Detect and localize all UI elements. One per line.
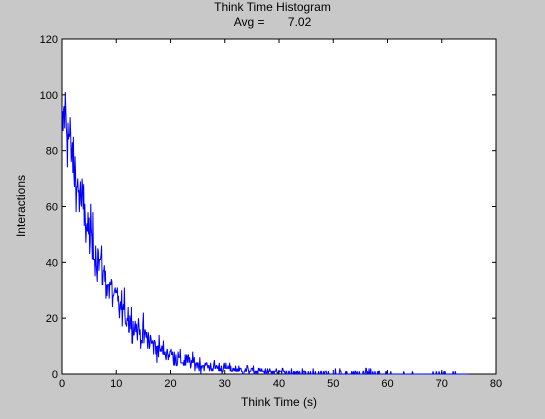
x-tick-label: 40 (273, 378, 285, 390)
avg-value: 7.02 (287, 15, 312, 29)
chart-subtitle: Avg = 7.02 (0, 15, 545, 30)
plot-area (61, 38, 497, 375)
x-tick-label: 50 (327, 378, 339, 390)
x-tick-label: 20 (164, 378, 176, 390)
avg-label: Avg = (233, 15, 265, 29)
x-tick-label: 80 (490, 378, 502, 390)
tick-layer: 0 10 20 30 40 50 60 70 80 0 20 40 60 80 100 120 (40, 34, 502, 390)
y-tick-label: 120 (40, 34, 58, 46)
x-tick-label: 60 (381, 378, 393, 390)
x-tick-label: 70 (436, 378, 448, 390)
series-layer (62, 92, 469, 375)
y-tick-label: 40 (46, 257, 58, 269)
x-tick-label: 10 (110, 378, 122, 390)
y-tick-label: 60 (46, 202, 58, 214)
series-line (62, 92, 469, 375)
y-tick-label: 0 (52, 369, 58, 381)
x-tick-label: 0 (59, 378, 65, 390)
y-axis-label: Interactions (14, 174, 28, 238)
y-tick-label: 100 (40, 90, 58, 102)
chart-title-block: Think Time Histogram Avg = 7.02 (0, 0, 545, 30)
chart-title: Think Time Histogram (214, 0, 331, 14)
x-axis-label: Think Time (s) (240, 395, 317, 409)
y-tick-label: 20 (46, 313, 58, 325)
y-tick-label: 80 (46, 146, 58, 158)
x-tick-label: 30 (219, 378, 231, 390)
